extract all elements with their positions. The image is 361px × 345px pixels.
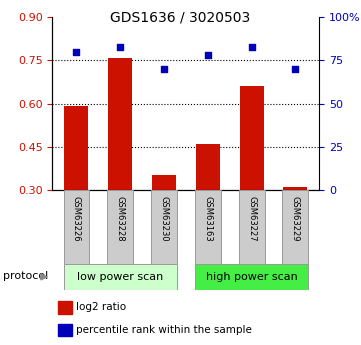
Bar [64,190,90,264]
Text: log2 ratio: log2 ratio [77,303,126,313]
Text: protocol: protocol [3,270,48,280]
Bar [239,190,265,264]
Text: high power scan: high power scan [206,272,297,282]
Text: GSM63226: GSM63226 [72,196,81,241]
Point [205,52,211,58]
Text: GSM63227: GSM63227 [247,196,256,241]
Point [249,44,255,49]
Text: GSM63230: GSM63230 [160,196,169,241]
Text: GSM63229: GSM63229 [291,196,300,241]
Text: GSM63228: GSM63228 [116,196,125,241]
Bar [64,264,177,290]
Bar [283,187,308,190]
Bar [195,264,308,290]
Bar [195,190,221,264]
Bar [58,324,72,336]
Text: percentile rank within the sample: percentile rank within the sample [77,325,252,335]
Bar [151,190,177,264]
Bar [107,190,133,264]
Bar [152,175,176,190]
Bar [64,106,88,190]
Point [117,44,123,49]
Bar [58,301,72,314]
Bar [240,86,264,190]
Point [74,49,79,55]
Bar [196,144,220,190]
Bar [108,58,132,190]
Text: GSM63163: GSM63163 [203,196,212,242]
Text: low power scan: low power scan [77,272,163,282]
Point [161,66,167,72]
Text: GDS1636 / 3020503: GDS1636 / 3020503 [110,10,251,24]
Point [292,66,298,72]
Bar [282,190,308,264]
